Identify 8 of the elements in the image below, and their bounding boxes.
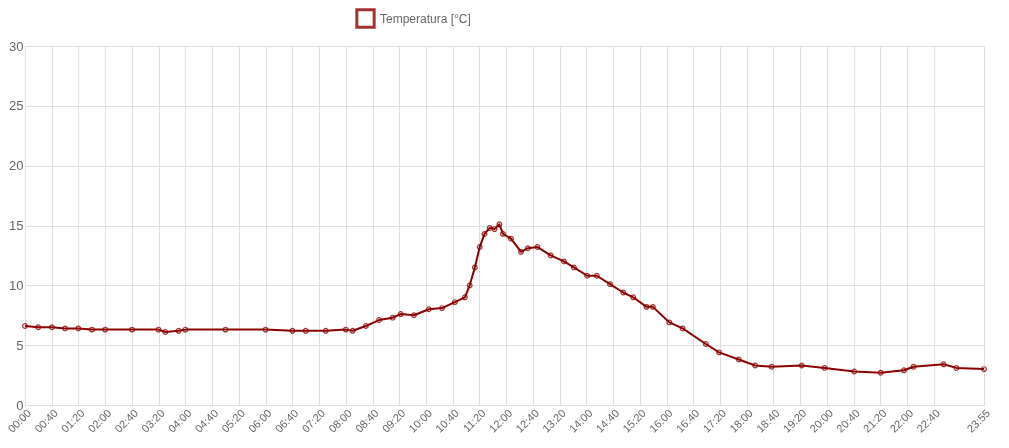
y-tick-label: 15 bbox=[9, 218, 24, 233]
y-tick-label: 20 bbox=[9, 158, 24, 174]
y-tick-label: 25 bbox=[9, 98, 24, 114]
y-tick-label: 5 bbox=[16, 337, 24, 353]
y-tick-label: 30 bbox=[9, 38, 24, 54]
legend-label: Temperatura [°C] bbox=[380, 11, 471, 26]
y-tick-label: 10 bbox=[9, 277, 24, 293]
y-tick-label: 0 bbox=[16, 397, 24, 413]
